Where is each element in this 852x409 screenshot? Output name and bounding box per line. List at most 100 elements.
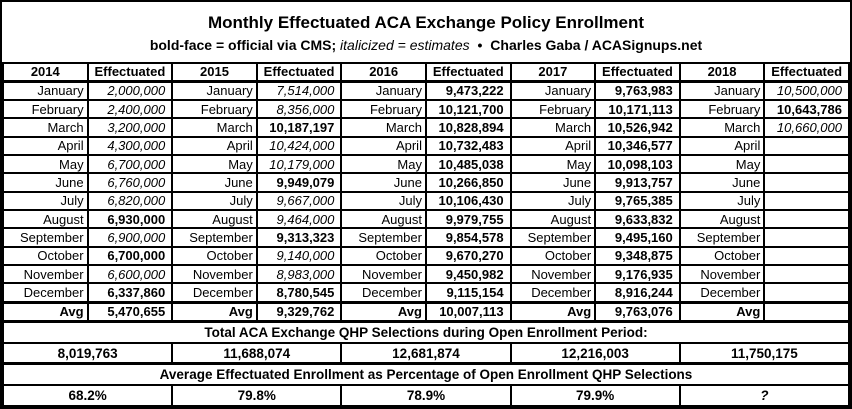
month-cell: December bbox=[2, 282, 89, 304]
year-header: 2014 bbox=[2, 62, 89, 83]
value-cell: 9,667,000 bbox=[255, 190, 343, 211]
month-cell: February bbox=[2, 98, 89, 120]
value-cell: 8,780,545 bbox=[255, 282, 343, 304]
month-cell: September bbox=[340, 227, 427, 248]
value-cell: 10,732,483 bbox=[424, 135, 512, 156]
totals-header-cell: Total ACA Exchange QHP Selections during… bbox=[2, 320, 850, 345]
month-cell: March bbox=[2, 117, 89, 138]
legend-bold-note: bold-face = official via CMS; bbox=[149, 37, 337, 53]
month-cell: June bbox=[509, 172, 597, 193]
value-cell: 10,106,430 bbox=[424, 190, 512, 211]
month-cell: August bbox=[340, 208, 427, 230]
value-cell: 10,526,942 bbox=[594, 117, 681, 138]
month-row: October 6,700,000 October 9,140,000 October 9… bbox=[2, 245, 850, 267]
pct-cell: ? bbox=[678, 384, 850, 407]
pct-header-row: Average Effectuated Enrollment as Percen… bbox=[2, 362, 850, 387]
value-cell: 9,670,270 bbox=[424, 245, 512, 267]
value-cell: 2,000,000 bbox=[86, 80, 174, 101]
value-cell: 8,916,244 bbox=[594, 282, 681, 304]
value-cell: 9,495,160 bbox=[594, 227, 681, 248]
month-row: July 6,820,000 July 9,667,000 July 10,106,430… bbox=[2, 190, 850, 211]
value-cell: 10,266,850 bbox=[424, 172, 512, 193]
value-cell: 10,346,577 bbox=[594, 135, 681, 156]
month-cell: October bbox=[678, 245, 766, 267]
value-cell: 6,700,000 bbox=[86, 245, 174, 267]
oe-total-cell: 12,216,003 bbox=[509, 342, 681, 365]
month-cell: April bbox=[2, 135, 89, 156]
table-header-row: 2014 Effectuated 2015 Effectuated 2016 Effect… bbox=[2, 62, 850, 83]
avg-value-cell: 9,329,762 bbox=[255, 300, 343, 323]
pct-cell: 79.8% bbox=[171, 384, 343, 407]
value-cell bbox=[763, 172, 850, 193]
month-cell: March bbox=[509, 117, 597, 138]
effectuated-header: Effectuated bbox=[255, 62, 343, 83]
value-cell: 9,450,982 bbox=[424, 263, 512, 285]
month-cell: January bbox=[340, 80, 427, 101]
value-cell bbox=[763, 135, 850, 156]
table-head: 2014 Effectuated 2015 Effectuated 2016 Effect… bbox=[2, 62, 850, 83]
month-cell: March bbox=[678, 117, 766, 138]
avg-value-cell: 10,007,113 bbox=[424, 300, 512, 323]
year-header: 2017 bbox=[509, 62, 597, 83]
month-cell: June bbox=[678, 172, 766, 193]
month-cell: January bbox=[509, 80, 597, 101]
avg-value-cell: 5,470,655 bbox=[86, 300, 174, 323]
value-cell: 9,464,000 bbox=[255, 208, 343, 230]
value-cell bbox=[763, 227, 850, 248]
value-cell: 10,500,000 bbox=[763, 80, 850, 101]
avg-label-cell: Avg bbox=[171, 300, 258, 323]
oe-total-cell: 11,688,074 bbox=[171, 342, 343, 365]
month-cell: July bbox=[509, 190, 597, 211]
month-row: April 4,300,000 April 10,424,000 April 10,732… bbox=[2, 135, 850, 156]
avg-label-cell: Avg bbox=[678, 300, 766, 323]
value-cell: 10,424,000 bbox=[255, 135, 343, 156]
month-cell: October bbox=[171, 245, 258, 267]
value-cell: 10,485,038 bbox=[424, 153, 512, 175]
value-cell: 9,115,154 bbox=[424, 282, 512, 304]
value-cell: 2,400,000 bbox=[86, 98, 174, 120]
value-cell: 9,348,875 bbox=[594, 245, 681, 267]
legend-line: bold-face = official via CMS; italicized… bbox=[6, 36, 846, 54]
value-cell: 10,179,000 bbox=[255, 153, 343, 175]
month-cell: April bbox=[171, 135, 258, 156]
month-cell: December bbox=[171, 282, 258, 304]
pct-header-cell: Average Effectuated Enrollment as Percen… bbox=[2, 362, 850, 387]
month-cell: November bbox=[340, 263, 427, 285]
effectuated-header: Effectuated bbox=[86, 62, 174, 83]
pct-row: 68.2% 79.8% 78.9% 79.9%? bbox=[2, 384, 850, 407]
value-cell: 10,098,103 bbox=[594, 153, 681, 175]
month-cell: May bbox=[2, 153, 89, 175]
value-cell: 6,820,000 bbox=[86, 190, 174, 211]
value-cell: 9,949,079 bbox=[255, 172, 343, 193]
month-cell: September bbox=[2, 227, 89, 248]
effectuated-header: Effectuated bbox=[424, 62, 512, 83]
value-cell: 6,900,000 bbox=[86, 227, 174, 248]
month-cell: May bbox=[509, 153, 597, 175]
month-cell: May bbox=[171, 153, 258, 175]
title-block: Monthly Effectuated ACA Exchange Policy … bbox=[2, 2, 850, 62]
month-cell: August bbox=[509, 208, 597, 230]
value-cell: 6,337,860 bbox=[86, 282, 174, 304]
value-cell: 3,200,000 bbox=[86, 117, 174, 138]
value-cell: 6,700,000 bbox=[86, 153, 174, 175]
avg-value-cell: 9,763,076 bbox=[594, 300, 681, 323]
value-cell: 9,176,935 bbox=[594, 263, 681, 285]
value-cell: 4,300,000 bbox=[86, 135, 174, 156]
month-cell: December bbox=[340, 282, 427, 304]
value-cell bbox=[763, 190, 850, 211]
year-header: 2016 bbox=[340, 62, 427, 83]
month-cell: September bbox=[678, 227, 766, 248]
month-cell: November bbox=[509, 263, 597, 285]
month-cell: February bbox=[678, 98, 766, 120]
month-cell: June bbox=[340, 172, 427, 193]
month-cell: September bbox=[509, 227, 597, 248]
month-cell: October bbox=[2, 245, 89, 267]
month-row: June 6,760,000 June 9,949,079 June 10,266,850… bbox=[2, 172, 850, 193]
month-cell: August bbox=[171, 208, 258, 230]
month-cell: April bbox=[509, 135, 597, 156]
month-cell: March bbox=[171, 117, 258, 138]
month-cell: April bbox=[678, 135, 766, 156]
month-row: November 6,600,000 November 8,983,000 Novemb… bbox=[2, 263, 850, 285]
month-cell: February bbox=[509, 98, 597, 120]
month-cell: April bbox=[340, 135, 427, 156]
